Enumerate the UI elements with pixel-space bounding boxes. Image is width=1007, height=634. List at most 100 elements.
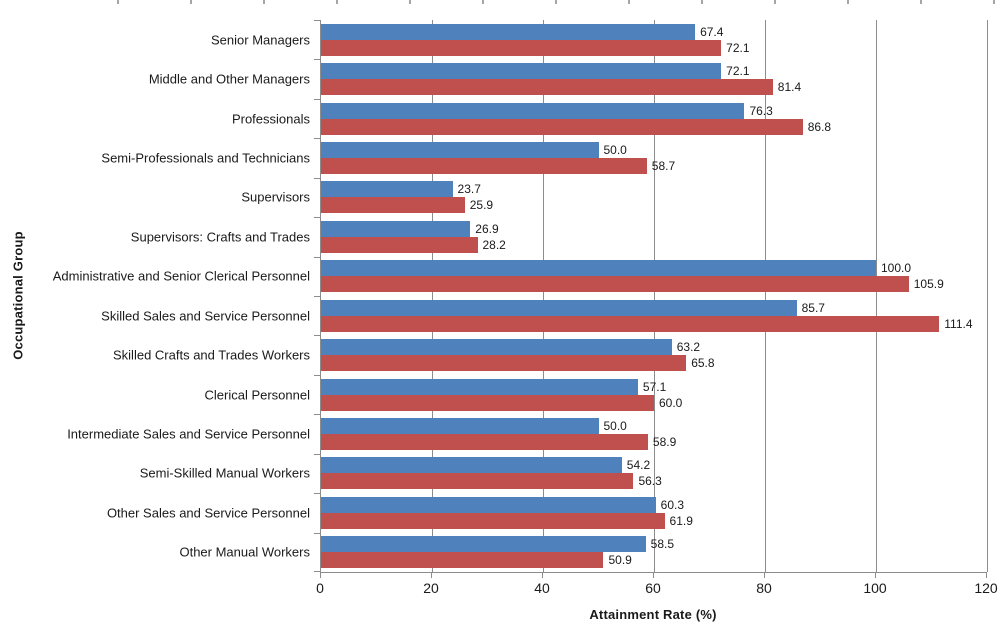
category-row: 57.1 60.0 bbox=[321, 375, 987, 414]
gridline-40 bbox=[543, 20, 544, 572]
bar-red[interactable] bbox=[321, 79, 773, 96]
bar-red[interactable] bbox=[321, 394, 654, 411]
bar-line-blue: 72.1 bbox=[321, 63, 987, 80]
x-tick-label: 120 bbox=[974, 580, 998, 596]
bar-red[interactable] bbox=[321, 315, 940, 332]
bar-blue[interactable] bbox=[321, 378, 638, 395]
category-row: 100.0 105.9 bbox=[321, 257, 987, 296]
bar-line-red: 105.9 bbox=[321, 276, 987, 293]
bar-blue[interactable] bbox=[321, 299, 797, 316]
x-tick-label: 100 bbox=[863, 580, 887, 596]
bar-red[interactable] bbox=[321, 355, 687, 372]
bar-blue[interactable] bbox=[321, 102, 745, 119]
x-tick-label: 0 bbox=[316, 580, 324, 596]
bar-value-label: 81.4 bbox=[777, 80, 802, 95]
bar-value-label: 23.7 bbox=[457, 182, 481, 197]
x-axis-title: Attainment Rate (%) bbox=[589, 607, 717, 622]
x-tick-mark bbox=[320, 573, 321, 578]
bar-value-label: 72.1 bbox=[726, 40, 750, 55]
bar-value-label: 58.9 bbox=[652, 434, 677, 449]
bar-blue[interactable] bbox=[321, 496, 656, 513]
bar-red[interactable] bbox=[321, 118, 803, 135]
bar-red[interactable] bbox=[321, 197, 465, 214]
x-tick-label: 20 bbox=[423, 580, 439, 596]
y-tick-mark bbox=[314, 20, 320, 21]
y-tick-mark bbox=[314, 98, 320, 100]
bar-blue[interactable] bbox=[321, 260, 876, 277]
y-tick-mark bbox=[314, 335, 320, 337]
bar-value-label: 56.3 bbox=[638, 474, 662, 489]
category-label: Other Sales and Service Personnel bbox=[106, 505, 310, 521]
bar-value-label: 57.1 bbox=[642, 379, 667, 394]
bar-line-blue: 63.2 bbox=[321, 339, 987, 356]
bar-value-label: 85.7 bbox=[801, 300, 825, 315]
bar-red[interactable] bbox=[321, 473, 634, 490]
category-label: Skilled Crafts and Trades Workers bbox=[113, 347, 310, 363]
y-axis-category-labels: Senior Managers Middle and Other Managers… bbox=[0, 20, 310, 572]
bar-blue[interactable] bbox=[321, 141, 599, 158]
bar-line-red: 81.4 bbox=[321, 79, 987, 96]
bar-red[interactable] bbox=[321, 276, 909, 293]
bar-blue[interactable] bbox=[321, 339, 672, 356]
y-tick-mark bbox=[314, 571, 320, 572]
bar-line-red: 111.4 bbox=[321, 315, 987, 332]
bar-red[interactable] bbox=[321, 552, 604, 569]
y-tick-mark bbox=[314, 414, 320, 416]
category-row: 60.3 61.9 bbox=[321, 493, 987, 532]
bar-value-label: 65.8 bbox=[691, 356, 715, 371]
bar-value-label: 58.5 bbox=[650, 537, 675, 552]
bar-red[interactable] bbox=[321, 236, 478, 253]
category-row: 26.9 28.2 bbox=[321, 217, 987, 256]
bar-line-red: 60.0 bbox=[321, 394, 987, 411]
bar-line-red: 58.9 bbox=[321, 433, 987, 450]
bar-blue[interactable] bbox=[321, 417, 599, 434]
y-axis-tick-marks bbox=[314, 20, 320, 572]
plot-area: 67.4 72.1 72.1 81.4 76.3 86.8 50.0 58.7 23.7 25.9… bbox=[320, 20, 988, 573]
x-tick-label: 40 bbox=[534, 580, 550, 596]
bar-line-red: 72.1 bbox=[321, 39, 987, 56]
category-label: Administrative and Senior Clerical Perso… bbox=[52, 268, 310, 284]
bar-line-blue: 50.0 bbox=[321, 417, 987, 434]
bar-line-red: 65.8 bbox=[321, 355, 987, 372]
y-tick-mark bbox=[314, 177, 320, 179]
x-tick-mark bbox=[653, 573, 654, 578]
bar-line-red: 28.2 bbox=[321, 236, 987, 253]
x-tick-label: 80 bbox=[756, 580, 772, 596]
y-tick-mark bbox=[314, 138, 320, 140]
y-tick-mark bbox=[314, 532, 320, 534]
category-row: 50.0 58.7 bbox=[321, 138, 987, 177]
bar-blue[interactable] bbox=[321, 63, 722, 80]
y-tick-mark bbox=[314, 59, 320, 61]
bar-red[interactable] bbox=[321, 157, 647, 174]
bar-line-blue: 85.7 bbox=[321, 299, 987, 316]
bar-blue[interactable] bbox=[321, 220, 471, 237]
gridline-80 bbox=[765, 20, 766, 572]
bar-red[interactable] bbox=[321, 433, 648, 450]
bar-red[interactable] bbox=[321, 39, 722, 56]
worksheet-edge-ticks bbox=[0, 0, 1007, 4]
y-tick-mark bbox=[314, 256, 320, 258]
bar-value-label: 76.3 bbox=[749, 103, 773, 118]
gridline-20 bbox=[432, 20, 433, 572]
bar-blue[interactable] bbox=[321, 181, 453, 198]
category-row: 72.1 81.4 bbox=[321, 59, 987, 98]
bar-blue[interactable] bbox=[321, 536, 646, 553]
bar-value-label: 50.9 bbox=[608, 553, 632, 568]
x-axis-tick-marks bbox=[320, 573, 987, 578]
bar-value-label: 105.9 bbox=[913, 277, 944, 292]
bar-line-red: 25.9 bbox=[321, 197, 987, 214]
x-tick-mark bbox=[986, 573, 987, 578]
bar-value-label: 60.0 bbox=[659, 395, 683, 410]
bar-line-blue: 60.3 bbox=[321, 496, 987, 513]
bar-line-blue: 100.0 bbox=[321, 260, 987, 277]
bar-blue[interactable] bbox=[321, 457, 622, 474]
y-tick-mark bbox=[314, 453, 320, 455]
y-tick-mark bbox=[314, 296, 320, 297]
bar-line-blue: 23.7 bbox=[321, 181, 987, 198]
bar-blue[interactable] bbox=[321, 23, 696, 40]
bar-value-label: 54.2 bbox=[626, 458, 651, 473]
gridline-100 bbox=[876, 20, 877, 572]
bar-red[interactable] bbox=[321, 512, 665, 529]
bar-value-label: 50.0 bbox=[603, 142, 627, 157]
bar-line-red: 61.9 bbox=[321, 512, 987, 529]
